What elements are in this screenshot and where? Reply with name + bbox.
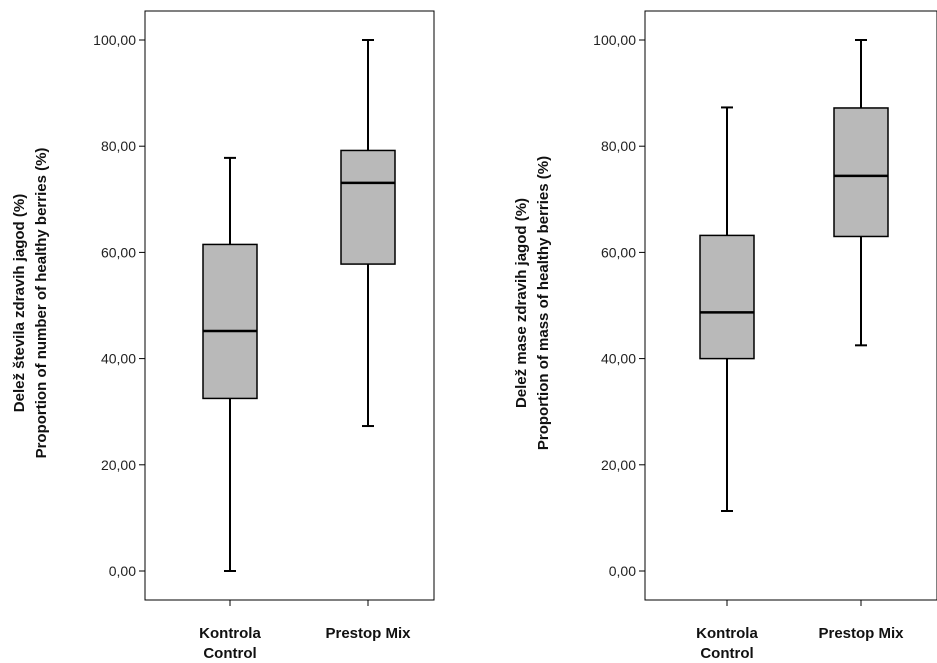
y-tick-label: 60,00	[601, 244, 636, 260]
iqr-box	[202, 243, 258, 400]
category-label: Control	[203, 645, 256, 662]
box-2	[833, 39, 889, 347]
chart-2: 0,00 20,00 40,00 60,00 80,00 100,00 Kontrola Co…	[513, 10, 937, 662]
y-tick-label: 60,00	[101, 244, 136, 260]
y-tick-label: 0,00	[609, 563, 636, 579]
box-2	[340, 39, 396, 428]
y-tick-label: 100,00	[93, 32, 136, 48]
category-label: Prestop Mix	[325, 625, 411, 642]
y-axis-label: Proportion of mass of healthy berries (%…	[535, 156, 552, 450]
chart-1: 0,00 20,00 40,00 60,00 80,00 100,00 Kontrola Co…	[11, 10, 435, 662]
category-label: Control	[700, 645, 753, 662]
box-1	[202, 156, 258, 572]
y-tick-label: 80,00	[601, 138, 636, 154]
iqr-box	[833, 107, 889, 238]
y-tick-label: 20,00	[101, 457, 136, 473]
iqr-box	[699, 234, 755, 360]
y-tick-label: 100,00	[593, 32, 636, 48]
category-label: Prestop Mix	[818, 625, 904, 642]
y-axis-label: Delež števila zdravih jagod (%)	[11, 194, 28, 412]
y-tick-label: 80,00	[101, 138, 136, 154]
y-tick-label: 40,00	[601, 351, 636, 367]
plot-frame	[144, 10, 435, 601]
y-tick-label: 40,00	[101, 351, 136, 367]
y-axis-label: Proportion of number of healthy berries …	[33, 148, 50, 459]
box-1	[699, 106, 755, 512]
plot-frame	[644, 10, 937, 601]
category-label: Kontrola	[696, 625, 758, 642]
iqr-box	[340, 149, 396, 265]
category-label: Kontrola	[199, 625, 261, 642]
y-axis-label: Delež mase zdravih jagod (%)	[513, 198, 530, 408]
y-tick-label: 20,00	[601, 457, 636, 473]
y-tick-label: 0,00	[109, 563, 136, 579]
